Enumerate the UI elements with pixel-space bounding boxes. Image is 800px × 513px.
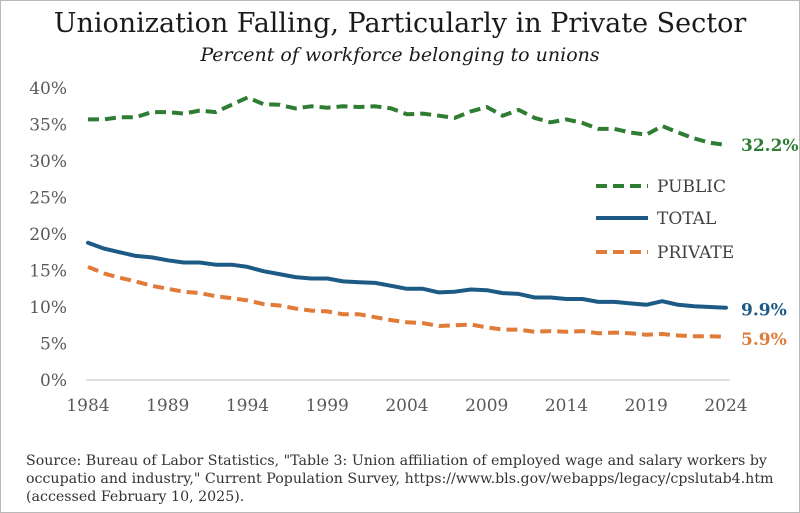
end-label-total: 9.9% — [741, 301, 787, 321]
x-tick-label: 2014 — [545, 396, 588, 416]
x-tick-label: 1994 — [226, 396, 269, 416]
axes: 1984 1989 1994 1999 2004 2009 2014 2019 2024 0% 5%… — [29, 79, 747, 416]
y-tick-label: 35% — [29, 116, 67, 136]
end-label-public: 32.2% — [741, 136, 799, 156]
source-line-1: Source: Bureau of Labor Statistics, "Tab… — [26, 453, 767, 469]
end-labels: 32.2% 9.9% 5.9% — [741, 136, 799, 350]
legend: PUBLIC TOTAL PRIVATE — [596, 177, 734, 263]
x-tick-label: 2009 — [465, 396, 508, 416]
series-line-total — [86, 240, 728, 310]
chart-subtitle: Percent of workforce belonging to unions — [200, 44, 600, 66]
y-tick-label: 0% — [40, 371, 67, 391]
x-tick-label: 1989 — [146, 396, 189, 416]
end-label-private: 5.9% — [741, 330, 787, 350]
series-layer — [86, 95, 728, 339]
x-tick-label: 1984 — [66, 396, 109, 416]
chart-title: Unionization Falling, Particularly in Pr… — [53, 8, 747, 39]
y-tick-label: 20% — [29, 225, 67, 245]
x-tick-label: 2024 — [704, 396, 747, 416]
x-tick-label: 1999 — [306, 396, 349, 416]
y-tick-label: 40% — [29, 79, 67, 99]
y-tick-label: 15% — [29, 262, 67, 282]
series-line-public — [88, 95, 727, 147]
source-note: Source: Bureau of Labor Statistics, "Tab… — [26, 452, 786, 506]
x-tick-label: 2004 — [385, 396, 428, 416]
legend-label-total: TOTAL — [657, 209, 716, 229]
source-line-3: (accessed February 10, 2025). — [26, 489, 245, 505]
y-tick-label: 30% — [29, 152, 67, 172]
source-line-2: occupatio and industry," Current Populat… — [26, 471, 774, 487]
legend-label-public: PUBLIC — [657, 177, 726, 197]
y-tick-label: 10% — [29, 298, 67, 318]
x-tick-label: 2019 — [625, 396, 668, 416]
y-tick-label: 25% — [29, 189, 67, 209]
series-line-private — [87, 265, 727, 339]
legend-label-private: PRIVATE — [657, 243, 734, 263]
y-tick-label: 5% — [40, 335, 67, 355]
